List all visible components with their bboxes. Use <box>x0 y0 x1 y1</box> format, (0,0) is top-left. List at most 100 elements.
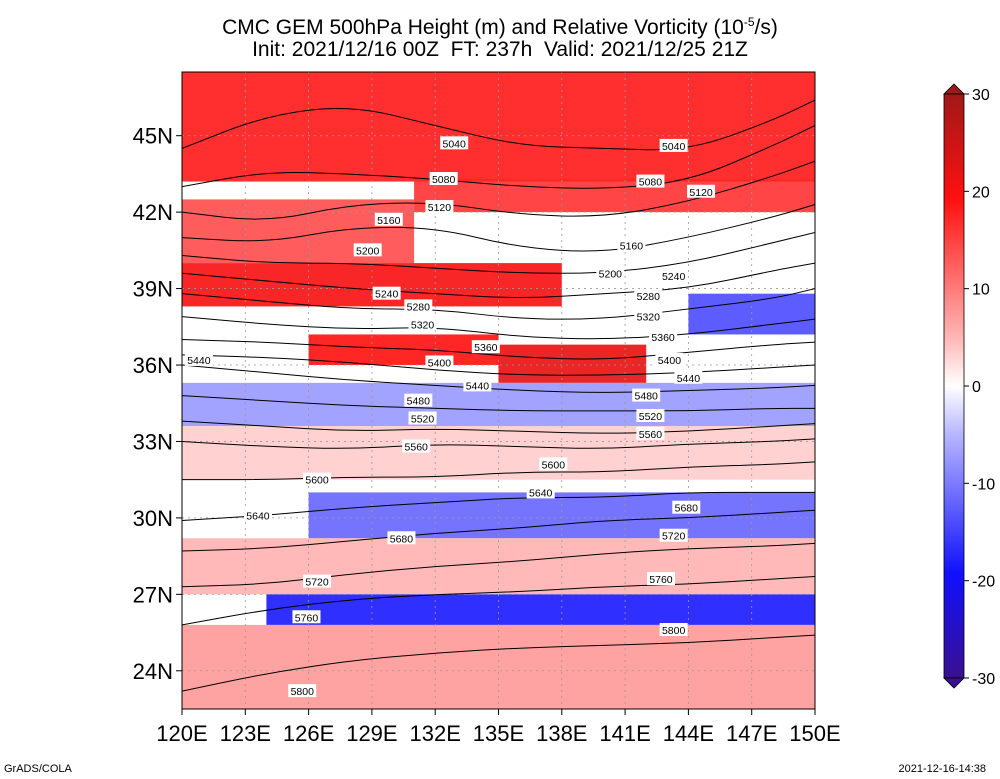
contour-label: 5360 <box>474 342 498 354</box>
contour-label-box <box>659 138 688 152</box>
lon-tick-label: 141E <box>599 721 650 746</box>
vorticity-area <box>414 179 815 213</box>
lon-tick-label: 132E <box>410 721 461 746</box>
lon-tick-label: 129E <box>346 721 397 746</box>
longitude-axis: 120E 123E 126E 129E 132E 135E 138E 141E 144E 147E… <box>156 709 841 746</box>
map-title-line1: CMC GEM 500hPa Height (m) and Relative V… <box>222 15 778 39</box>
contour-label: 5360 <box>651 332 675 344</box>
contour-label: 5240 <box>662 271 686 283</box>
lat-tick-label: 33N <box>133 429 173 454</box>
lat-tick-label: 36N <box>133 353 173 378</box>
height-contour-line <box>182 438 815 449</box>
vorticity-area <box>498 344 647 383</box>
contour-label-box <box>425 355 454 369</box>
contour-label-box <box>596 266 625 280</box>
lon-tick-label: 126E <box>283 721 334 746</box>
contour-label: 5200 <box>356 245 380 257</box>
contour-label: 5280 <box>407 301 431 313</box>
lat-tick-label: 42N <box>133 200 173 225</box>
lat-tick-label: 45N <box>133 124 173 149</box>
contour-label-box <box>303 574 332 588</box>
contour-label: 5600 <box>542 459 566 471</box>
height-contour-line <box>182 232 815 274</box>
contour-label-box <box>404 393 433 407</box>
height-contour-line <box>182 634 815 692</box>
contour-label: 5120 <box>689 187 713 199</box>
contour-label: 5520 <box>639 411 663 423</box>
contour-label-box <box>408 317 437 331</box>
contour-label: 5520 <box>411 414 435 426</box>
contour-label-box <box>636 408 665 422</box>
contour-label-box <box>440 136 469 150</box>
colorbar-tick-label: 20 <box>972 184 990 201</box>
contour-label: 5760 <box>649 574 673 586</box>
lat-tick-label: 24N <box>133 659 173 684</box>
contour-label-box <box>526 485 555 499</box>
contour-label-box <box>471 340 500 354</box>
contour-labels: 5040 5040 5080 5080 5120 5120 5160 5160 5200 5200… <box>184 136 716 698</box>
latitude-axis: 45N 42N 39N 36N 33N 30N 27N 24N <box>133 124 182 684</box>
contour-label-box <box>353 243 382 257</box>
contour-label-box <box>674 370 703 384</box>
lon-tick-label: 138E <box>536 721 587 746</box>
map-title-line2: Init: 2021/12/16 00Z FT: 237h Valid: 202… <box>252 38 748 61</box>
lon-tick-label: 123E <box>220 721 271 746</box>
contour-label: 5240 <box>375 289 399 301</box>
height-contour-line <box>182 262 815 298</box>
contour-label: 5600 <box>305 475 329 487</box>
contour-label-box <box>463 378 492 392</box>
contour-label-box <box>659 268 688 282</box>
contour-label-box <box>636 174 665 188</box>
contour-label: 5560 <box>639 429 663 441</box>
contour-label-box <box>425 200 454 214</box>
vorticity-area <box>266 594 815 625</box>
contour-label-box <box>404 299 433 313</box>
contour-label: 5160 <box>377 215 401 227</box>
contour-label-box <box>617 238 646 252</box>
contour-label-box <box>243 508 272 522</box>
height-contour-line <box>182 542 815 588</box>
colorbar-min-arrow <box>943 677 965 689</box>
height-contour-line <box>182 204 815 252</box>
contour-label: 5080 <box>639 177 663 189</box>
contour-label-box <box>636 426 665 440</box>
contour-label: 5640 <box>246 510 270 522</box>
contour-label: 5680 <box>390 533 414 545</box>
contour-label: 5680 <box>675 503 699 515</box>
lon-tick-label: 150E <box>789 721 840 746</box>
contour-label: 5440 <box>187 355 211 367</box>
contour-label: 5480 <box>635 391 659 403</box>
colorbar-tick-label: -10 <box>972 476 995 493</box>
lat-tick-label: 30N <box>133 506 173 531</box>
contour-label-box <box>387 531 416 545</box>
grads-credit: GrADS/COLA <box>4 763 72 775</box>
colorbar-max-arrow <box>943 83 965 95</box>
contour-label: 5120 <box>428 202 452 214</box>
height-contour-line <box>182 125 815 189</box>
contour-label-box <box>634 309 663 323</box>
height-contour-line <box>182 576 815 626</box>
colorbar-tick-label: -20 <box>972 574 995 591</box>
colorbar-tick-label: -30 <box>972 671 995 688</box>
contour-label: 5400 <box>658 355 682 367</box>
vorticity-area <box>308 334 499 366</box>
contour-label-box <box>539 457 568 471</box>
contour-label-box <box>408 411 437 425</box>
contour-label-box <box>429 172 458 186</box>
contour-label: 5280 <box>637 291 661 303</box>
contour-label-box <box>659 623 688 637</box>
contour-label: 5800 <box>662 625 686 637</box>
contour-label-box <box>646 572 675 586</box>
lon-tick-label: 135E <box>473 721 524 746</box>
vorticity-area <box>182 263 562 307</box>
colorbar-tick-label: 30 <box>972 87 990 104</box>
vorticity-area <box>688 293 815 335</box>
plot-area: 5040 5040 5080 5080 5120 5120 5160 5160 5200 5200… <box>181 71 816 710</box>
contour-label: 5040 <box>443 138 467 150</box>
lat-tick-label: 39N <box>133 277 173 302</box>
height-contour-line <box>182 509 815 552</box>
contour-label: 5560 <box>405 442 429 454</box>
contour-label: 5440 <box>677 373 701 385</box>
contour-label: 5040 <box>662 141 686 153</box>
